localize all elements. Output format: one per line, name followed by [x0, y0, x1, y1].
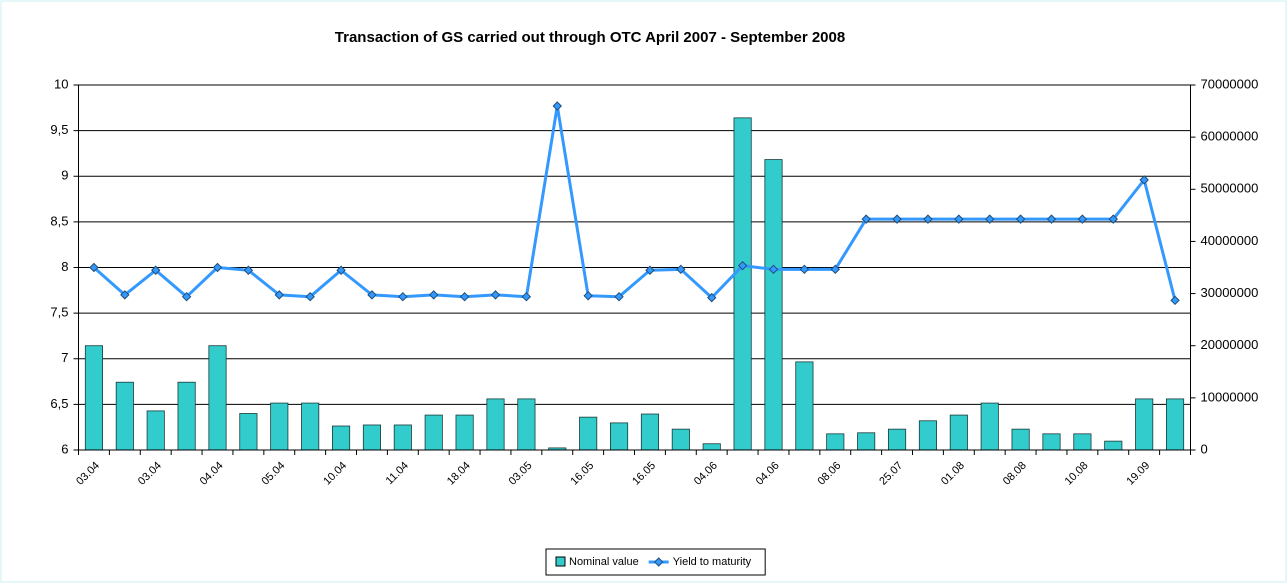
bar — [733, 117, 752, 451]
y-tick-label: 9 — [61, 168, 68, 183]
bar — [115, 381, 134, 451]
bar — [1073, 433, 1092, 451]
bar — [517, 398, 536, 451]
y2-tick-label: 20000000 — [1201, 337, 1259, 352]
y-tick-label: 7 — [61, 350, 68, 365]
bar — [1135, 398, 1154, 451]
legend-swatch — [555, 556, 566, 567]
legend: Nominal value Yield to maturity — [545, 548, 766, 576]
y-tick-label: 8,5 — [50, 213, 68, 228]
line-marker — [1046, 214, 1057, 224]
line-marker — [861, 214, 871, 224]
bar — [826, 433, 845, 451]
line-marker — [1170, 295, 1180, 306]
line-marker — [1108, 214, 1118, 224]
bar — [146, 410, 165, 451]
bar — [332, 425, 351, 451]
bar — [671, 428, 690, 451]
bar — [888, 428, 907, 451]
line-marker — [1077, 214, 1088, 224]
line-marker — [645, 265, 655, 275]
bar — [949, 414, 968, 451]
y2-tick-label: 60000000 — [1201, 129, 1259, 144]
y-tick-label: 7,5 — [50, 305, 68, 320]
line-marker — [830, 264, 840, 275]
line-marker — [614, 291, 624, 302]
bar — [393, 424, 412, 451]
bar — [208, 345, 227, 451]
y2-tick-label: 50000000 — [1201, 181, 1259, 196]
bar — [857, 432, 876, 451]
bar — [579, 416, 598, 451]
bar — [270, 402, 289, 451]
line-marker — [212, 262, 223, 273]
line-marker — [768, 264, 779, 275]
bar — [1011, 428, 1030, 451]
y-tick-label: 8 — [61, 259, 68, 274]
chart-title: Transaction of GS carried out through OT… — [335, 29, 845, 46]
line-marker — [1015, 214, 1026, 224]
line-marker — [676, 264, 686, 275]
bar — [640, 413, 659, 451]
y2-tick-label: 30000000 — [1201, 285, 1259, 300]
bar — [84, 345, 103, 451]
bar — [795, 361, 814, 451]
bar — [301, 402, 320, 451]
line-marker — [181, 291, 192, 302]
bar — [239, 413, 258, 451]
line-marker — [398, 291, 408, 302]
line-marker — [120, 290, 130, 300]
legend-label: Yield to maturity — [673, 556, 752, 568]
line-marker — [552, 101, 562, 111]
bar — [424, 414, 443, 451]
bar — [177, 381, 196, 451]
line-marker — [243, 265, 254, 275]
line-marker — [707, 292, 717, 303]
line-marker — [367, 290, 377, 300]
line-marker — [583, 291, 593, 301]
bar — [1104, 440, 1123, 451]
line-marker — [954, 214, 964, 224]
line-marker — [274, 290, 284, 300]
y2-tick-label: 40000000 — [1201, 233, 1259, 248]
line-marker — [799, 264, 810, 275]
line-marker — [737, 260, 748, 271]
bar — [486, 398, 505, 451]
line-marker — [923, 214, 933, 224]
line-marker — [985, 214, 995, 224]
y2-tick-label: 70000000 — [1201, 76, 1259, 91]
bar — [610, 422, 629, 451]
bar — [764, 159, 783, 451]
bar — [980, 402, 999, 451]
line-marker — [305, 291, 315, 302]
line-marker — [892, 214, 902, 224]
y-tick-label: 10 — [54, 76, 68, 91]
bar — [702, 443, 721, 451]
line-marker — [521, 291, 532, 302]
y2-tick-label: 10000000 — [1201, 389, 1259, 404]
bar — [1042, 433, 1061, 451]
y-tick-label: 9,5 — [50, 122, 68, 137]
line-marker — [490, 290, 501, 300]
line — [92, 104, 1177, 301]
line-marker — [1139, 175, 1149, 185]
bar — [1166, 398, 1185, 451]
legend-marker — [653, 557, 664, 567]
bar — [362, 424, 381, 451]
line-marker — [336, 265, 346, 275]
y2-tick-label: 0 — [1201, 441, 1208, 456]
line-marker — [429, 290, 439, 300]
line-marker — [151, 265, 161, 275]
legend-label: Nominal value — [569, 556, 639, 568]
y-tick-label: 6,5 — [50, 396, 68, 411]
legend-box — [545, 548, 766, 576]
bar — [918, 420, 937, 451]
y-tick-label: 6 — [61, 441, 68, 456]
line-marker — [459, 291, 470, 302]
bar — [455, 414, 474, 451]
line-marker — [89, 262, 99, 273]
